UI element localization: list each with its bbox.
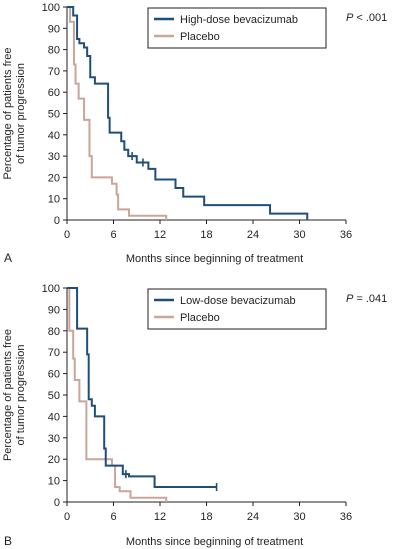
series-line-0	[67, 287, 217, 489]
legend-box	[147, 288, 327, 330]
x-tick-label: 36	[340, 511, 352, 523]
y-tick-label: 20	[48, 454, 60, 466]
y-tick-label: 60	[48, 369, 60, 381]
p-value-annotation: P < .001	[346, 12, 387, 24]
y-tick-label: 60	[48, 87, 60, 99]
x-tick-label: 36	[340, 229, 352, 241]
y-tick-label: 10	[48, 476, 60, 488]
y-axis-label-line-1: Percentage of patients free	[2, 329, 14, 461]
panel-label: A	[4, 251, 12, 265]
x-tick-label: 18	[200, 229, 212, 241]
series-line-1	[67, 287, 168, 502]
series-line-1	[67, 6, 168, 220]
y-tick-label: 90	[48, 304, 60, 316]
y-tick-label: 90	[48, 23, 60, 35]
chart-panel-a: 0 10 20 30 40 50 60 70 80 90 100 0 6 12 18 24 30 36 Months…	[2, 2, 387, 265]
legend: High-dose bevacizumab Placebo	[147, 7, 327, 49]
y-tick-label: 40	[48, 130, 60, 142]
legend-label: Placebo	[180, 31, 220, 43]
y-tick-label: 20	[48, 172, 60, 184]
series-line-0	[67, 6, 309, 220]
x-tick-label: 0	[64, 229, 70, 241]
x-tick-label: 24	[247, 511, 259, 523]
legend-box	[147, 7, 327, 49]
y-tick-label: 40	[48, 411, 60, 423]
x-tick-label: 24	[247, 229, 259, 241]
y-tick-label: 50	[48, 390, 60, 402]
y-tick-label: 0	[54, 215, 60, 227]
y-tick-label: 80	[48, 45, 60, 57]
x-tick-label: 12	[154, 229, 166, 241]
y-tick-label: 30	[48, 151, 60, 163]
chart-panel-b: 0 10 20 30 40 50 60 70 80 90 100 0 6 12 18 24 30 36 Months…	[2, 283, 387, 548]
x-tick-label: 30	[293, 511, 305, 523]
y-axis-label-line-1: Percentage of patients free	[2, 47, 14, 179]
x-tick-label: 6	[110, 511, 116, 523]
y-tick-label: 100	[42, 283, 60, 295]
p-value-symbol: P	[346, 12, 354, 24]
y-axis-label-line-2: of tumor progression	[15, 63, 27, 164]
legend: Low-dose bevacizumab Placebo	[147, 288, 327, 330]
y-tick-label: 70	[48, 347, 60, 359]
p-value-symbol: P	[346, 293, 354, 305]
x-axis-label: Months since beginning of treatment	[126, 253, 303, 265]
legend-label: Low-dose bevacizumab	[180, 295, 296, 307]
x-tick-label: 30	[293, 229, 305, 241]
legend-label: High-dose bevacizumab	[180, 14, 298, 26]
x-axis-label: Months since beginning of treatment	[126, 536, 303, 548]
y-tick-label: 0	[54, 497, 60, 509]
x-tick-label: 18	[200, 511, 212, 523]
y-tick-label: 70	[48, 66, 60, 78]
panel-label: B	[4, 534, 12, 548]
y-axis-label-line-2: of tumor progression	[15, 345, 27, 446]
y-tick-label: 30	[48, 433, 60, 445]
y-tick-label: 10	[48, 194, 60, 206]
p-value-text: = .041	[353, 293, 387, 305]
x-tick-label: 6	[110, 229, 116, 241]
y-tick-label: 100	[42, 2, 60, 14]
p-value-text: < .001	[353, 12, 387, 24]
x-tick-label: 0	[64, 511, 70, 523]
y-tick-label: 80	[48, 326, 60, 338]
legend-label: Placebo	[180, 312, 220, 324]
p-value-annotation: P = .041	[346, 293, 387, 305]
y-tick-label: 50	[48, 109, 60, 121]
x-tick-label: 12	[154, 511, 166, 523]
